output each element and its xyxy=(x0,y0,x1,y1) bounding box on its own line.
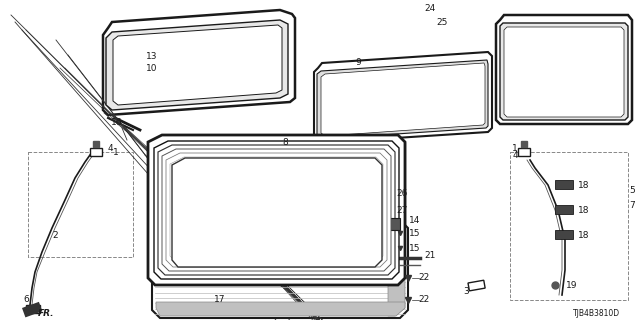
Text: 4: 4 xyxy=(512,150,518,159)
Text: 3: 3 xyxy=(463,287,469,297)
Polygon shape xyxy=(156,302,405,316)
Text: 17: 17 xyxy=(214,295,226,305)
Polygon shape xyxy=(170,157,383,263)
Text: 14: 14 xyxy=(410,215,420,225)
Polygon shape xyxy=(388,222,405,316)
Polygon shape xyxy=(158,145,395,275)
Bar xyxy=(384,218,400,230)
Text: 1: 1 xyxy=(113,148,119,156)
Polygon shape xyxy=(314,52,492,143)
Text: 26: 26 xyxy=(396,188,408,197)
Text: 27: 27 xyxy=(396,205,408,214)
Text: 13: 13 xyxy=(147,52,157,60)
Text: 10: 10 xyxy=(147,63,157,73)
Text: 4: 4 xyxy=(107,143,113,153)
Text: 9: 9 xyxy=(355,58,361,67)
Text: 22: 22 xyxy=(419,295,429,305)
Text: 21: 21 xyxy=(424,251,436,260)
Text: 15: 15 xyxy=(409,244,420,252)
Text: 7: 7 xyxy=(629,201,635,210)
Polygon shape xyxy=(152,220,408,318)
Polygon shape xyxy=(321,63,485,136)
Bar xyxy=(555,205,573,214)
Text: 25: 25 xyxy=(436,18,448,27)
Polygon shape xyxy=(500,23,628,120)
Polygon shape xyxy=(317,60,488,139)
Text: 24: 24 xyxy=(424,4,436,12)
Polygon shape xyxy=(113,25,282,105)
Bar xyxy=(555,230,573,239)
Bar xyxy=(376,195,390,203)
Polygon shape xyxy=(106,20,288,110)
Polygon shape xyxy=(166,153,387,267)
Polygon shape xyxy=(162,149,391,271)
Text: 6: 6 xyxy=(23,295,29,305)
Polygon shape xyxy=(154,141,399,279)
Text: 18: 18 xyxy=(579,180,589,189)
Bar xyxy=(90,148,102,156)
Polygon shape xyxy=(496,15,632,124)
Polygon shape xyxy=(504,27,624,117)
Bar xyxy=(510,152,628,300)
Polygon shape xyxy=(103,10,295,115)
Polygon shape xyxy=(148,135,405,285)
Text: 1: 1 xyxy=(512,143,518,153)
Text: 16: 16 xyxy=(111,117,123,126)
Bar xyxy=(26,305,40,313)
Text: 18: 18 xyxy=(579,205,589,214)
Text: 22: 22 xyxy=(419,274,429,283)
Text: 18: 18 xyxy=(579,230,589,239)
Text: 11: 11 xyxy=(213,205,225,214)
Text: 2: 2 xyxy=(52,230,58,239)
Bar xyxy=(22,302,42,317)
Text: 5: 5 xyxy=(629,186,635,195)
Text: 8: 8 xyxy=(282,138,288,147)
Bar xyxy=(518,148,530,156)
Text: TJB4B3810D: TJB4B3810D xyxy=(573,309,620,318)
Text: 15: 15 xyxy=(409,228,420,237)
Polygon shape xyxy=(172,158,382,267)
Bar xyxy=(468,280,485,291)
Text: 11: 11 xyxy=(193,173,205,182)
Text: 20: 20 xyxy=(243,255,253,265)
Text: FR.: FR. xyxy=(38,309,54,318)
Text: 19: 19 xyxy=(566,281,578,290)
Bar xyxy=(28,152,133,257)
Bar xyxy=(555,180,573,189)
